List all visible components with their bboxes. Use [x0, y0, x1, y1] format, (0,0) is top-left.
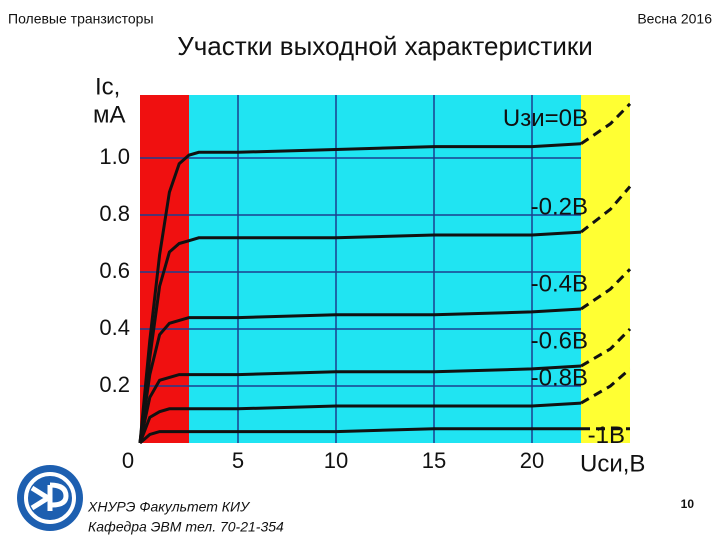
- chart-title: Участки выходной характеристики: [177, 31, 593, 61]
- x-tick-label: 15: [422, 448, 446, 473]
- y-tick-label: 0.2: [99, 372, 130, 397]
- curve: [138, 230, 582, 444]
- y-axis-label: Iс,: [95, 73, 120, 100]
- series-label: -0.4В: [531, 270, 588, 297]
- x-axis-label: Uси,В: [580, 450, 645, 477]
- x-tick-label: 5: [232, 448, 244, 473]
- series-label: -0.6В: [531, 327, 588, 354]
- series-label: -0.8В: [531, 364, 588, 391]
- footer-line1: ХНУРЭ Факультет КИУ: [87, 499, 251, 515]
- x-tick-label: 20: [520, 448, 544, 473]
- logo-ring: [24, 472, 76, 524]
- curve: [138, 401, 582, 444]
- y-tick-label: 1.0: [99, 144, 130, 169]
- x-tick-label: 10: [324, 448, 348, 473]
- page-number: 10: [681, 497, 695, 511]
- breakdown-curve: [580, 327, 632, 368]
- curve: [138, 142, 582, 444]
- header-left: Полевые транзисторы: [8, 11, 154, 27]
- header-right: Весна 2016: [637, 11, 712, 27]
- series-label: -0.2В: [531, 193, 588, 220]
- curve: [139, 427, 581, 445]
- y-axis-label: мА: [93, 101, 126, 128]
- breakdown-curve: [580, 102, 632, 145]
- x-tick-label: 0: [122, 448, 134, 473]
- series-label: -1В: [588, 422, 625, 449]
- region: [581, 95, 630, 443]
- breakdown-curve: [580, 367, 631, 405]
- breakdown-curve: [580, 185, 632, 234]
- plot: 0.2 0.4 0.6 0.8 1.0 0 5 10 15 20 Iс,мА Uси,В Uзи=0В -…: [93, 73, 645, 477]
- curve: [138, 307, 582, 444]
- y-tick-label: 0.6: [99, 258, 130, 283]
- footer-line2: Кафедра ЭВМ тел. 70-21-354: [88, 519, 284, 535]
- series-label: Uзи=0В: [503, 105, 588, 132]
- y-tick-label: 0.4: [99, 315, 130, 340]
- breakdown-curve: [580, 268, 632, 311]
- y-tick-label: 0.8: [99, 201, 130, 226]
- logo-letters: [30, 482, 69, 511]
- curve: [138, 364, 582, 444]
- logo: [17, 465, 83, 531]
